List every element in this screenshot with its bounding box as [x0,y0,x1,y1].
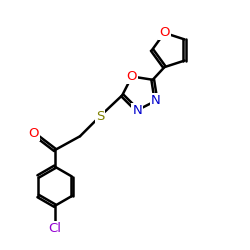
Text: S: S [96,110,104,123]
Text: O: O [28,127,39,140]
Text: Cl: Cl [48,222,62,235]
Text: N: N [151,94,161,107]
Text: O: O [126,70,137,83]
Text: N: N [132,104,142,117]
Text: O: O [159,26,170,40]
